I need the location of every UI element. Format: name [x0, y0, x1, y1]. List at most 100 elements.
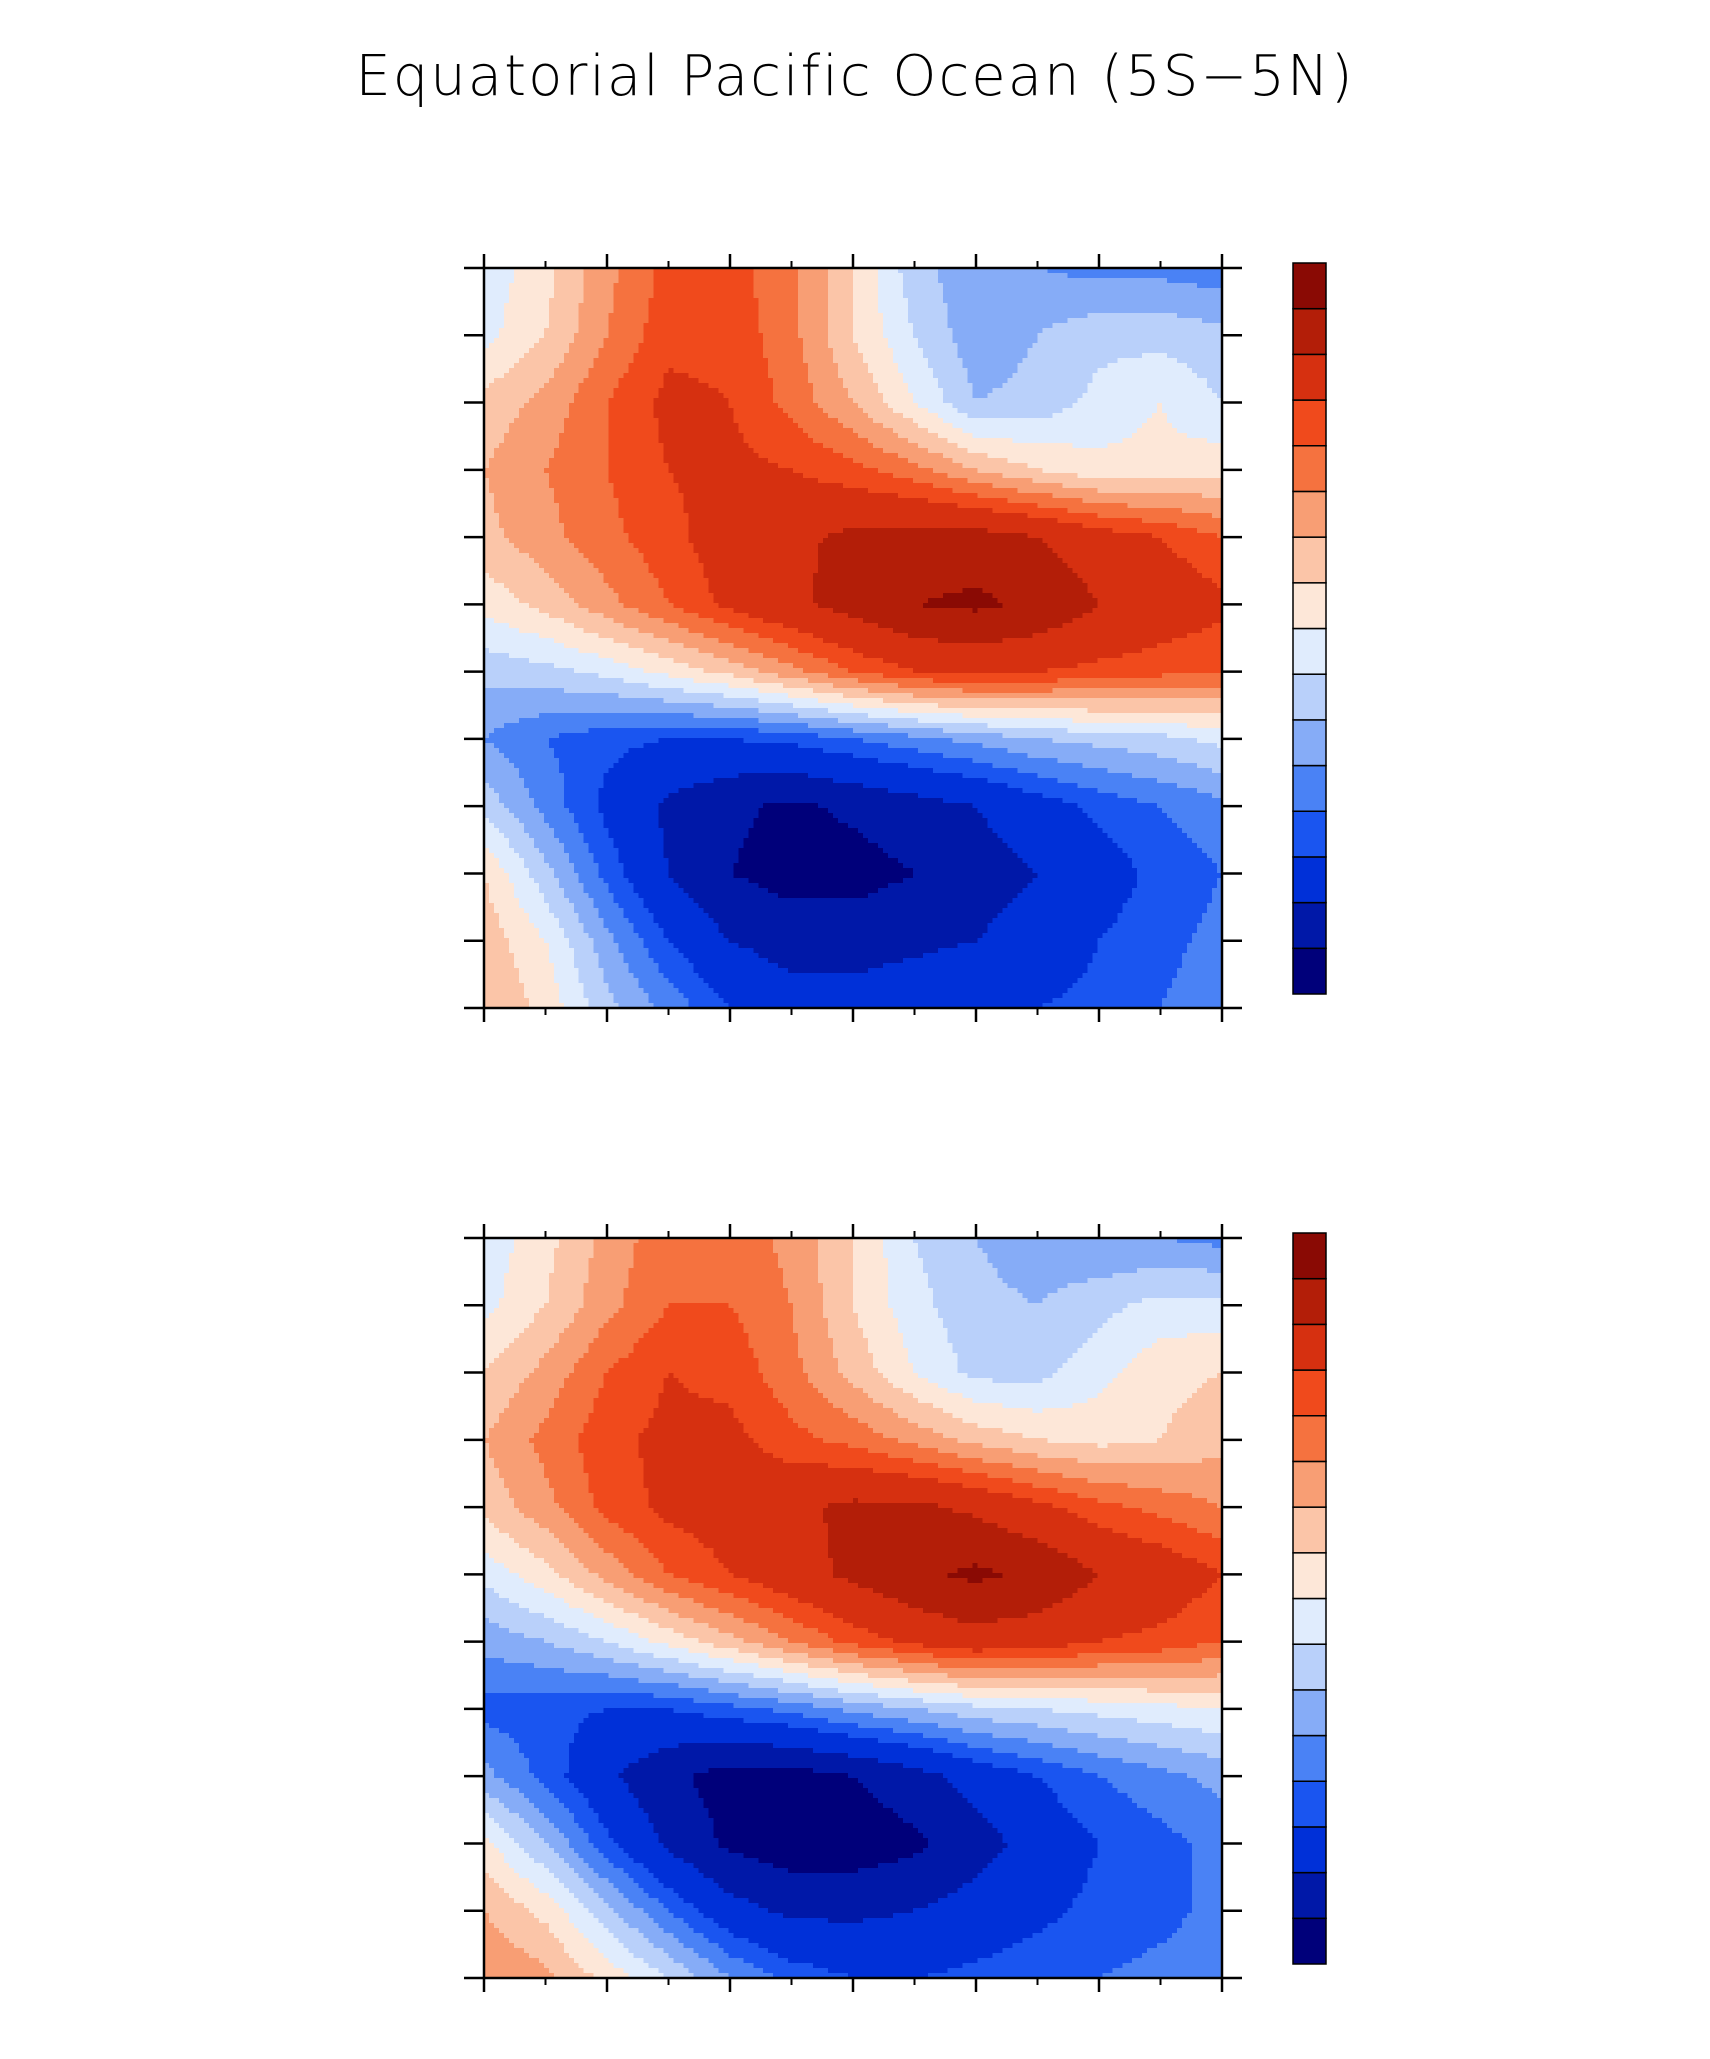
heatmap-cell: [897, 303, 904, 309]
heatmap-cell: [548, 398, 555, 404]
heatmap-cell: [748, 358, 754, 364]
heatmap-cell: [593, 283, 600, 289]
heatmap-cell: [603, 318, 610, 324]
heatmap-cell: [1052, 273, 1059, 279]
heatmap-cell: [977, 278, 984, 284]
heatmap-cell: [533, 398, 540, 404]
heatmap-cell: [902, 398, 909, 404]
heatmap-cell: [578, 283, 585, 289]
heatmap-cell: [957, 398, 964, 404]
heatmap-cell: [758, 273, 764, 279]
heatmap-cell: [678, 373, 685, 379]
heatmap-cell: [1157, 353, 1163, 359]
heatmap-cell: [548, 353, 555, 359]
heatmap-cell: [748, 353, 754, 359]
heatmap-cell: [573, 343, 580, 349]
heatmap-cell: [703, 288, 709, 294]
heatmap-cell: [1027, 323, 1034, 329]
heatmap-cell: [623, 358, 630, 364]
heatmap-cell: [588, 313, 595, 319]
heatmap-cell: [1187, 428, 1193, 434]
heatmap-cell: [1027, 343, 1034, 349]
heatmap-cell: [613, 273, 620, 279]
heatmap-cell: [967, 308, 974, 314]
heatmap-cell: [1132, 328, 1138, 334]
heatmap-cell: [1207, 348, 1213, 354]
heatmap-cell: [957, 323, 964, 329]
heatmap-cell: [1152, 378, 1158, 384]
heatmap-cell: [1062, 423, 1069, 429]
heatmap-cell: [598, 388, 605, 394]
heatmap-cell: [728, 368, 734, 374]
heatmap-cell: [698, 308, 705, 314]
heatmap-cell: [1042, 393, 1049, 399]
heatmap-cell: [813, 368, 819, 374]
heatmap-cell: [733, 348, 739, 354]
heatmap-cell: [1042, 358, 1049, 364]
heatmap-cell: [1142, 363, 1148, 369]
heatmap-cell: [828, 318, 834, 324]
heatmap-cell: [588, 378, 595, 384]
heatmap-cell: [1182, 338, 1188, 344]
heatmap-cell: [882, 323, 889, 329]
heatmap-cell: [1122, 378, 1128, 384]
heatmap-cell: [942, 323, 949, 329]
heatmap-cell: [613, 368, 620, 374]
heatmap-cell: [957, 348, 964, 354]
heatmap-cell: [563, 343, 570, 349]
heatmap-cell: [573, 378, 580, 384]
heatmap-cell: [1192, 348, 1198, 354]
heatmap-cell: [513, 273, 520, 279]
heatmap-cell: [1027, 363, 1034, 369]
heatmap-cell: [957, 338, 964, 344]
heatmap-cell: [678, 428, 685, 434]
heatmap-cell: [688, 413, 695, 419]
heatmap-cell: [828, 393, 834, 399]
heatmap-cell: [633, 348, 640, 354]
heatmap-cell: [982, 278, 989, 284]
heatmap-cell: [693, 433, 700, 439]
heatmap-cell: [578, 328, 585, 334]
heatmap-cell: [723, 408, 729, 414]
heatmap-cell: [1107, 293, 1113, 299]
heatmap-cell: [613, 408, 620, 414]
heatmap-cell: [713, 318, 719, 324]
heatmap-cell: [932, 288, 939, 294]
heatmap-cell: [648, 398, 655, 404]
heatmap-cell: [598, 378, 605, 384]
heatmap-cell: [997, 268, 1004, 274]
heatmap-cell: [1157, 323, 1163, 329]
heatmap-cell: [882, 283, 889, 289]
heatmap-cell: [533, 428, 540, 434]
heatmap-cell: [1042, 333, 1049, 339]
heatmap-cell: [538, 363, 545, 369]
heatmap-cell: [843, 373, 849, 379]
heatmap-cell: [723, 418, 729, 424]
heatmap-cell: [1052, 363, 1059, 369]
heatmap-cell: [488, 343, 495, 349]
heatmap-cell: [758, 393, 764, 399]
heatmap-cell: [533, 283, 540, 289]
heatmap-cell: [663, 313, 670, 319]
heatmap-cell: [484, 383, 490, 389]
heatmap-cell: [523, 423, 530, 429]
heatmap-cell: [937, 433, 944, 439]
heatmap-cell: [838, 303, 844, 309]
heatmap-cell: [484, 428, 490, 434]
heatmap-cell: [1052, 423, 1059, 429]
heatmap-cell: [1057, 328, 1064, 334]
heatmap-cell: [992, 323, 999, 329]
heatmap-cell: [1072, 393, 1078, 399]
heatmap-cell: [1117, 273, 1123, 279]
heatmap-cell: [1097, 328, 1103, 334]
heatmap-cell: [867, 298, 874, 304]
heatmap-cell: [922, 418, 929, 424]
heatmap-cell: [1027, 268, 1034, 274]
heatmap-cell: [1052, 378, 1059, 384]
heatmap-cell: [798, 348, 804, 354]
heatmap-cell: [967, 333, 974, 339]
heatmap-cell: [1072, 353, 1078, 359]
heatmap-cell: [1037, 423, 1044, 429]
heatmap-cell: [618, 328, 625, 334]
heatmap-cell: [668, 368, 675, 374]
